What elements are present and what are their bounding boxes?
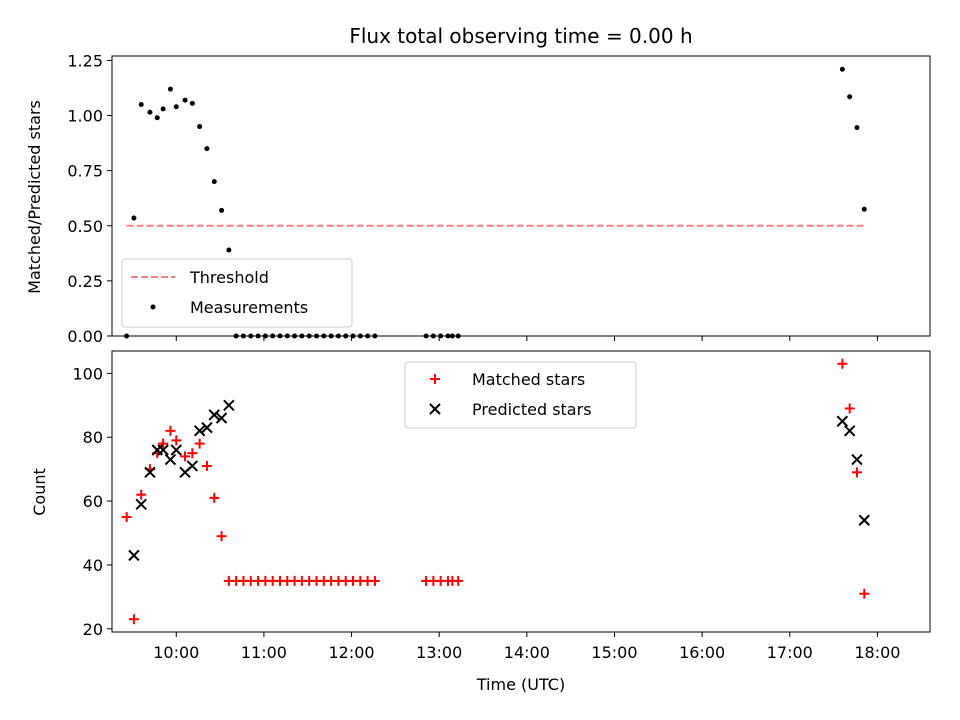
legend-predicted-swatch	[429, 403, 441, 415]
predicted-star-point	[128, 549, 140, 562]
matched-star-point	[187, 448, 198, 459]
predicted-star-point	[851, 453, 863, 466]
top-plot-marks	[124, 66, 867, 339]
bottom-axes-frame	[111, 350, 931, 633]
x-tick-label: 18:00	[854, 643, 900, 662]
bottom-y-tick-label: 60	[83, 492, 103, 511]
bottom-y-tick-label: 20	[83, 620, 103, 639]
top-y-axis-label: Matched/Predicted stars	[25, 100, 44, 294]
matched-star-point	[859, 588, 870, 599]
matched-star-point	[216, 531, 227, 542]
bottom-legend: Matched stars Predicted stars	[404, 361, 637, 429]
matched-star-point	[201, 460, 212, 471]
matched-star-point	[851, 467, 862, 478]
top-y-tick-label: 0.25	[67, 272, 103, 291]
top-y-tick-label: 0.00	[67, 327, 103, 346]
predicted-star-point	[164, 453, 177, 466]
x-tick-label: 10:00	[153, 643, 199, 662]
measurement-point	[211, 179, 217, 185]
matched-star-point	[165, 425, 176, 436]
measurement-point	[839, 66, 845, 72]
predicted-star-point	[223, 399, 235, 411]
predicted-star-point	[858, 514, 870, 526]
measurement-point	[189, 100, 195, 106]
measurement-point	[854, 125, 860, 131]
x-tick-label: 17:00	[767, 643, 813, 662]
matched-star-point	[194, 438, 205, 449]
chart-title: Flux total observing time = 0.00 h	[349, 24, 692, 48]
x-tick-label: 16:00	[679, 643, 725, 662]
bottom-y-axis-ticks: 20 40 60 80 100	[72, 364, 112, 639]
measurement-point	[167, 86, 173, 92]
top-panel: Flux total observing time = 0.00 h 0.000…	[25, 24, 931, 346]
predicted-star-point	[170, 444, 182, 456]
matched-star-point	[369, 575, 380, 586]
bottom-legend-box	[404, 361, 637, 429]
x-tick-label: 15:00	[591, 643, 637, 662]
predicted-star-point	[843, 425, 856, 437]
measurement-point	[154, 115, 160, 121]
top-y-tick-label: 1.25	[67, 51, 103, 70]
bottom-panel: 20 40 60 80 100 10:00 11:00 12:00 13:00 14:00 15:…	[30, 350, 931, 694]
x-tick-label: 14:00	[504, 643, 550, 662]
matched-star-point	[128, 614, 139, 625]
measurement-point	[160, 106, 166, 112]
measurement-point	[847, 94, 853, 100]
predicted-star-point	[208, 409, 220, 421]
bottom-y-tick-label: 40	[83, 556, 103, 575]
top-axes-frame	[111, 55, 931, 337]
top-y-axis-ticks: 0.00 0.25 0.50 0.75 1.00 1.25	[67, 51, 878, 346]
matched-star-point	[209, 492, 220, 503]
x-axis-label: Time (UTC)	[476, 675, 565, 694]
matched-star-point	[158, 438, 169, 449]
measurement-point	[204, 146, 210, 152]
matched-star-point	[136, 489, 147, 500]
measurement-point	[138, 102, 144, 108]
predicted-star-point	[144, 466, 156, 479]
matched-star-point	[844, 403, 855, 414]
legend-matched-label: Matched stars	[472, 370, 585, 389]
x-tick-label: 11:00	[241, 643, 287, 662]
top-y-tick-label: 0.75	[67, 162, 103, 181]
legend-measurements-label: Measurements	[190, 298, 308, 317]
measurement-point	[147, 109, 153, 115]
measurement-point	[173, 104, 179, 110]
measurement-point	[226, 247, 232, 253]
top-y-tick-label: 0.50	[67, 217, 103, 236]
matched-star-point	[121, 512, 132, 523]
bottom-plot-marks	[121, 358, 870, 625]
bottom-y-tick-label: 100	[72, 364, 103, 383]
bottom-y-axis-label: Count	[30, 468, 49, 516]
legend-predicted-label: Predicted stars	[472, 400, 592, 419]
matched-star-point	[837, 358, 848, 369]
measurement-point	[861, 206, 867, 212]
predicted-star-point	[157, 444, 169, 456]
legend-threshold-label: Threshold	[189, 268, 269, 287]
predicted-star-point	[836, 415, 849, 427]
matched-star-point	[453, 575, 464, 586]
bottom-y-tick-label: 80	[83, 428, 103, 447]
matched-star-point	[180, 451, 191, 462]
matched-star-point	[171, 435, 182, 446]
x-tick-label: 12:00	[329, 643, 375, 662]
legend-matched-swatch	[430, 374, 440, 384]
top-legend-box	[121, 258, 353, 328]
measurement-point	[131, 215, 137, 221]
measurement-point	[197, 124, 203, 130]
predicted-star-point	[215, 412, 228, 424]
predicted-star-point	[186, 460, 199, 472]
predicted-star-point	[193, 425, 206, 437]
measurement-point	[219, 207, 225, 213]
measurement-point	[182, 97, 188, 103]
x-tick-label: 13:00	[416, 643, 462, 662]
top-y-tick-label: 1.00	[67, 107, 103, 126]
legend-measurements-swatch	[150, 304, 156, 310]
top-legend: Threshold Measurements	[121, 258, 353, 328]
predicted-star-point	[135, 498, 147, 510]
x-axis-ticks: 10:00 11:00 12:00 13:00 14:00 15:00 16:00 17:00…	[153, 632, 900, 662]
predicted-star-point	[201, 421, 213, 434]
